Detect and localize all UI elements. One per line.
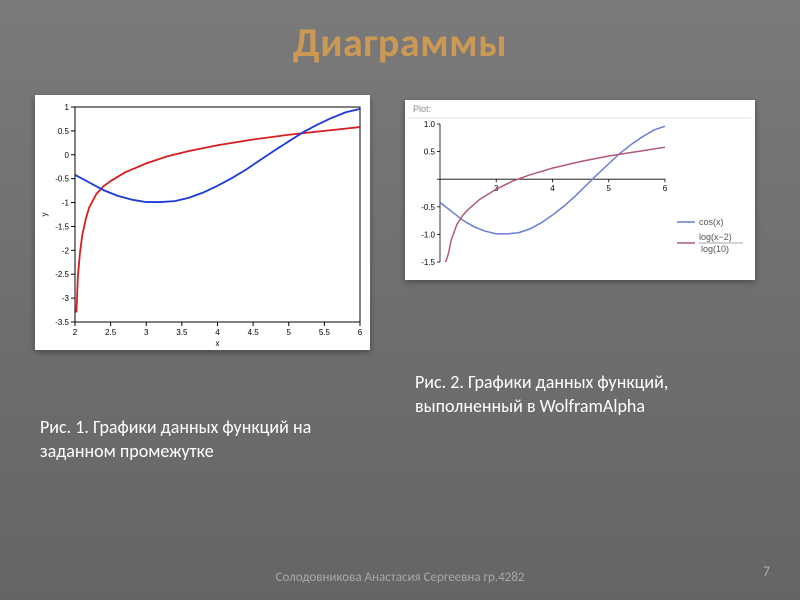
svg-text:-3: -3 [62,294,70,303]
chart2-header: Plot: [413,104,431,114]
svg-text:-1.5: -1.5 [55,222,69,231]
svg-text:3: 3 [144,328,149,337]
chart2: Plot:3456-1.5-1.0-0.50.51.0cos(x)log(x−2… [405,100,755,280]
svg-text:-2.5: -2.5 [55,270,69,279]
svg-text:3.5: 3.5 [176,328,188,337]
caption-1: Рис. 1. Графики данных функций на заданн… [40,415,360,464]
slide: Диаграммы 2 2.5 3 3.5 4 4.5 5 5.5 6 -3.5 -3 -2.5 -2 -… [0,0,800,600]
svg-text:2: 2 [73,328,78,337]
svg-text:5: 5 [607,184,612,193]
svg-text:log(10): log(10) [701,244,729,254]
series-mauve [446,147,665,262]
svg-text:-3.5: -3.5 [55,318,69,327]
series-red [76,127,360,312]
svg-text:-0.5: -0.5 [421,203,435,212]
svg-text:-0.5: -0.5 [55,175,69,184]
series-blue [75,109,360,202]
svg-text:4: 4 [550,184,555,193]
svg-text:4: 4 [215,328,220,337]
svg-text:log(x−2): log(x−2) [699,232,732,242]
svg-text:6: 6 [358,328,363,337]
chart2-container: Plot:3456-1.5-1.0-0.50.51.0cos(x)log(x−2… [405,100,755,280]
svg-text:-1: -1 [62,199,70,208]
page-title: Диаграммы [0,0,800,67]
svg-text:-2: -2 [62,246,70,255]
svg-text:cos(x): cos(x) [699,217,724,227]
page-number: 7 [763,563,770,580]
svg-text:0.5: 0.5 [424,148,436,157]
svg-text:5.5: 5.5 [319,328,331,337]
footer-author: Солодовникова Анастасия Сергеевна гр.428… [0,570,800,586]
svg-text:5: 5 [287,328,292,337]
svg-text:1: 1 [65,103,70,112]
svg-text:2.5: 2.5 [105,328,117,337]
chart1-container: 2 2.5 3 3.5 4 4.5 5 5.5 6 -3.5 -3 -2.5 -2 -1.5 -1 -0.5 0… [35,95,370,350]
svg-text:4.5: 4.5 [248,328,260,337]
svg-text:6: 6 [663,184,668,193]
svg-text:0.5: 0.5 [58,127,70,136]
svg-text:-1.5: -1.5 [421,258,435,267]
svg-text:-1.0: -1.0 [421,230,435,239]
caption-2: Рис. 2. Графики данных функций, выполнен… [415,370,755,419]
chart1: 2 2.5 3 3.5 4 4.5 5 5.5 6 -3.5 -3 -2.5 -2 -1.5 -1 -0.5 0… [35,95,370,350]
svg-text:0: 0 [65,151,70,160]
svg-text:1.0: 1.0 [424,120,436,129]
svg-text:x: x [216,339,220,348]
svg-text:y: y [40,213,49,217]
